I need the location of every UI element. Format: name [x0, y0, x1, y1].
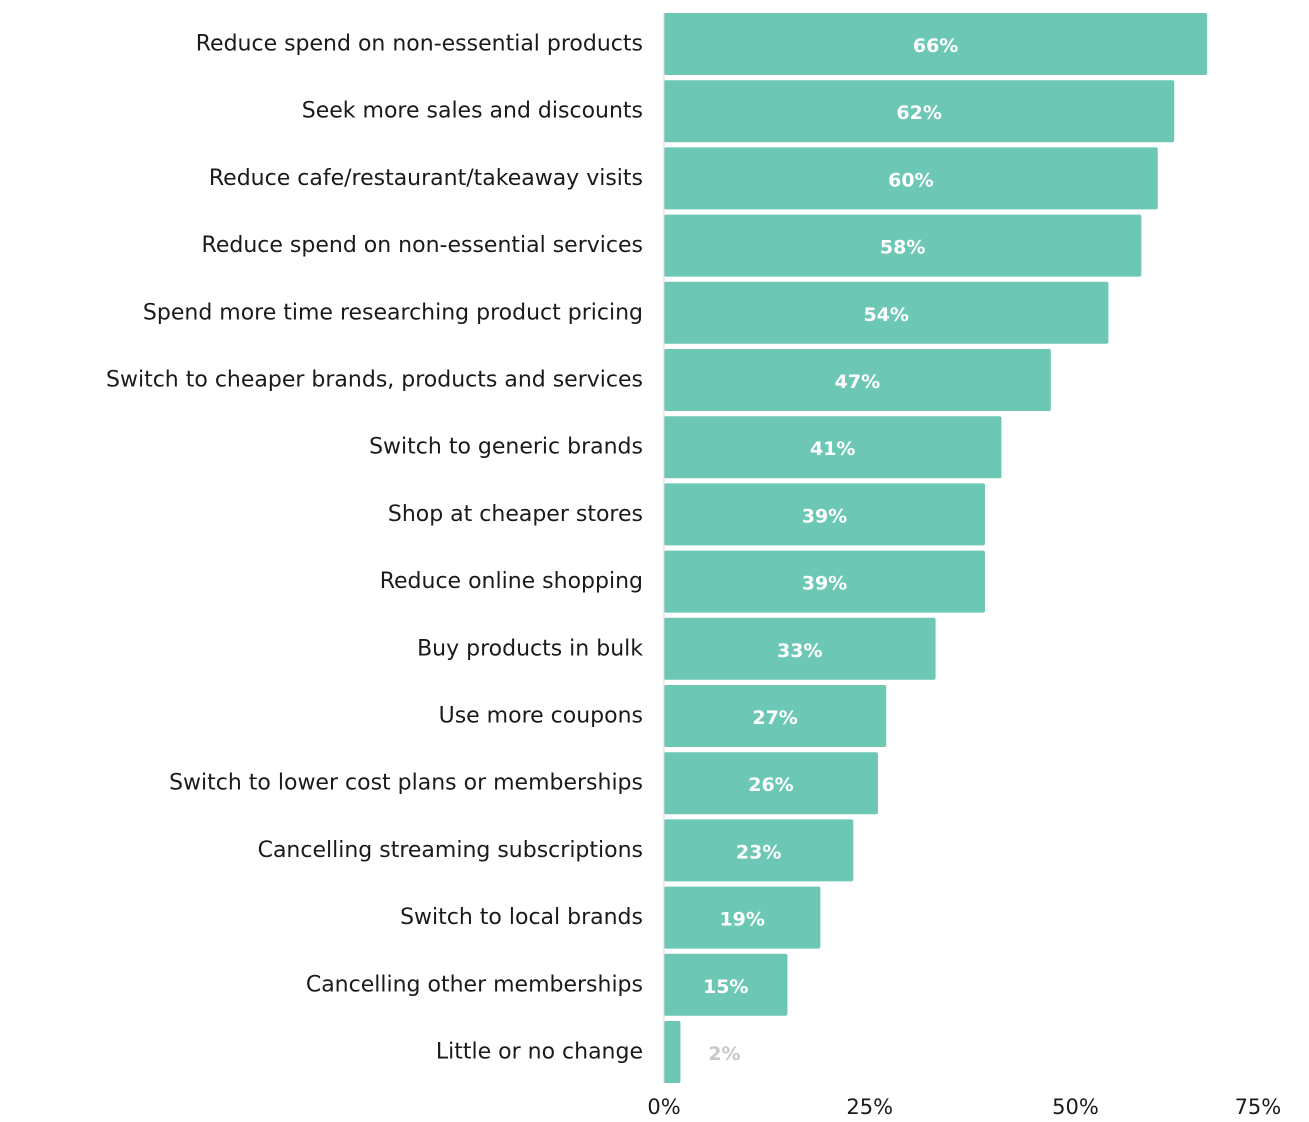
- value-labels: 66% 62% 60% 58% 54% 47% 41% 39% 39% 33% 27% 26% 23% 1…: [703, 35, 958, 1065]
- category-label: Cancelling streaming subscriptions: [258, 838, 643, 863]
- value-label: 66%: [913, 35, 958, 57]
- bar: [664, 281, 1109, 344]
- x-tick-label: 0%: [647, 1095, 680, 1119]
- x-tick-label: 75%: [1235, 1095, 1282, 1119]
- value-label: 54%: [863, 304, 908, 326]
- bar: [664, 685, 887, 747]
- x-axis-tick-labels: 0% 25% 50% 75%: [647, 1095, 1281, 1119]
- bar: [664, 416, 1002, 479]
- category-label: Seek more sales and discounts: [302, 99, 643, 124]
- category-label: Reduce spend on non-essential products: [196, 32, 643, 57]
- bars-group: [664, 13, 1208, 1083]
- value-label: 27%: [752, 707, 797, 729]
- category-label: Spend more time researching product pric…: [143, 300, 643, 325]
- value-label: 33%: [777, 640, 822, 662]
- value-label: 19%: [719, 909, 764, 931]
- value-label: 26%: [748, 774, 793, 796]
- value-label: 60%: [888, 169, 933, 191]
- bar: [664, 953, 788, 1016]
- value-label: 41%: [810, 438, 855, 460]
- bar: [664, 1021, 681, 1083]
- category-label: Little or no change: [436, 1040, 643, 1065]
- value-label: 2%: [708, 1043, 740, 1065]
- value-label: 39%: [802, 573, 847, 595]
- category-label: Switch to generic brands: [369, 435, 643, 460]
- category-label: Reduce spend on non-essential services: [202, 233, 643, 258]
- category-label: Switch to cheaper brands, products and s…: [106, 368, 643, 393]
- value-label: 47%: [835, 371, 880, 393]
- category-label: Reduce online shopping: [380, 569, 643, 594]
- bar: [664, 752, 878, 815]
- bar: [664, 80, 1175, 143]
- bar: [664, 214, 1142, 277]
- x-tick-label: 25%: [846, 1095, 893, 1119]
- bar: [664, 147, 1158, 210]
- category-label: Use more coupons: [439, 704, 643, 729]
- bar: [664, 617, 936, 680]
- value-label: 58%: [880, 237, 925, 259]
- category-label: Cancelling other memberships: [306, 972, 643, 997]
- value-label: 62%: [896, 102, 941, 124]
- bar: [664, 13, 1208, 75]
- bar: [664, 483, 985, 546]
- bar: [664, 349, 1051, 411]
- category-label: Buy products in bulk: [417, 636, 643, 661]
- category-label: Switch to lower cost plans or membership…: [169, 771, 643, 796]
- category-labels: Reduce spend on non-essential products Se…: [106, 32, 643, 1065]
- bar: [664, 550, 985, 613]
- x-tick-label: 50%: [1052, 1095, 1099, 1119]
- category-label: Switch to local brands: [400, 905, 643, 930]
- value-label: 15%: [703, 976, 748, 998]
- value-label: 23%: [736, 841, 781, 863]
- category-label: Reduce cafe/restaurant/takeaway visits: [209, 166, 643, 191]
- value-label: 39%: [802, 505, 847, 527]
- category-label: Shop at cheaper stores: [388, 502, 643, 527]
- bar: [664, 819, 854, 882]
- bar: [664, 886, 821, 949]
